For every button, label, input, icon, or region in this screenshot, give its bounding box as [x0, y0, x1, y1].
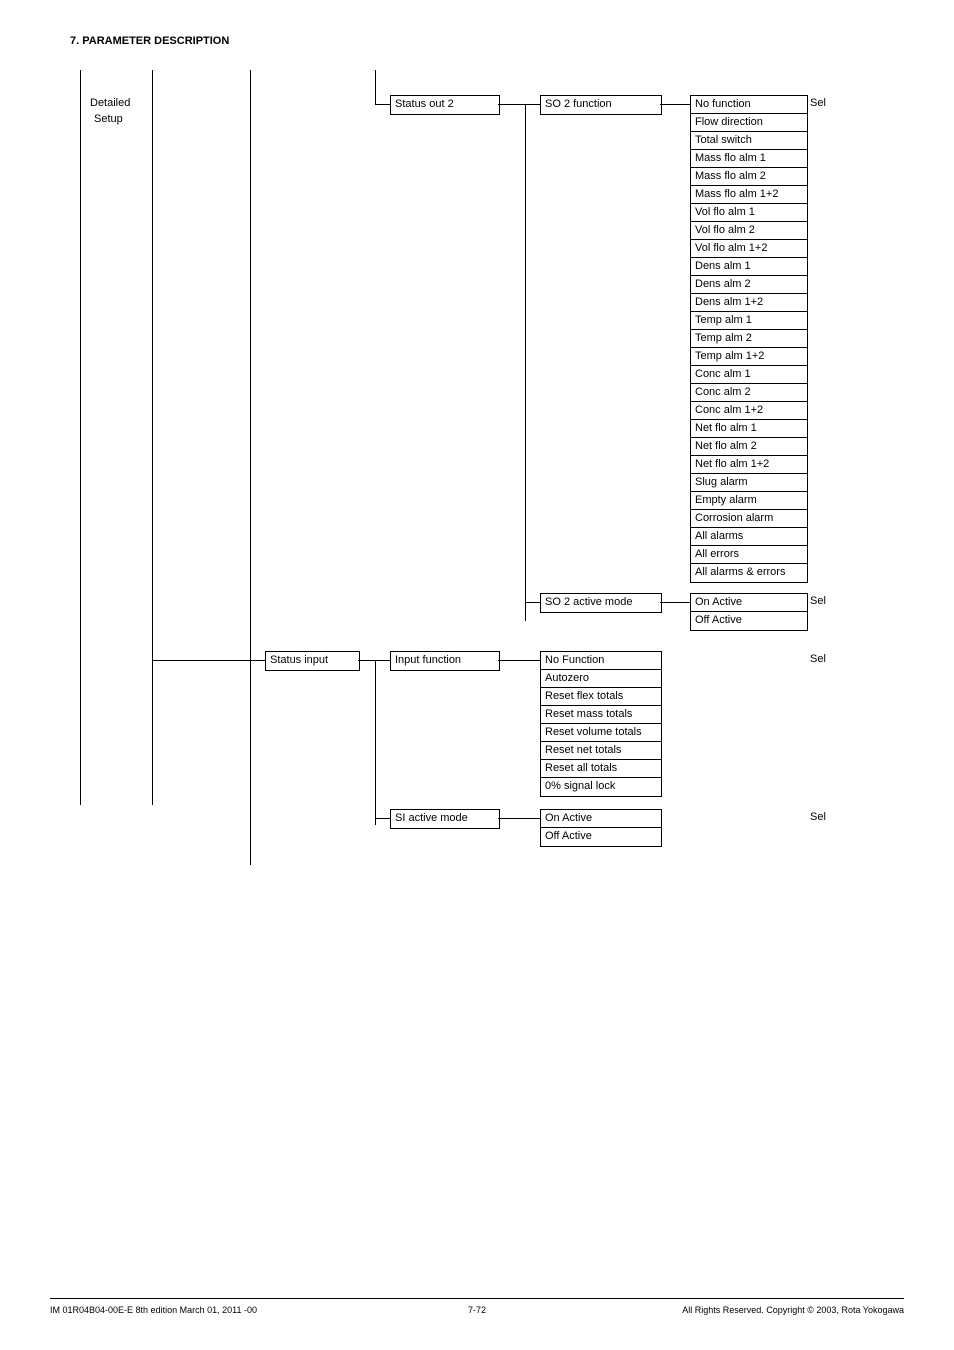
so2-func-opt-11: Dens alm 1+2 — [690, 293, 808, 313]
so2-func-opt-3: Mass flo alm 1 — [690, 149, 808, 169]
status-input: Status input — [265, 651, 360, 671]
page-footer: IM 01R04B04-00E-E 8th edition March 01, … — [50, 1298, 904, 1315]
so2-func-opt-9: Dens alm 1 — [690, 257, 808, 277]
so2-func-opt-19: Net flo alm 2 — [690, 437, 808, 457]
input-function: Input function — [390, 651, 500, 671]
so2-func-opt-12: Temp alm 1 — [690, 311, 808, 331]
input-func-opt-4: Reset volume totals — [540, 723, 662, 743]
so2-func-opt-13: Temp alm 2 — [690, 329, 808, 349]
input-func-opt-5: Reset net totals — [540, 741, 662, 761]
footer-left: IM 01R04B04-00E-E 8th edition March 01, … — [50, 1305, 257, 1315]
so2-func-opt-22: Empty alarm — [690, 491, 808, 511]
so2-active-opt-1: Off Active — [690, 611, 808, 631]
si-active-opt-1: Off Active — [540, 827, 662, 847]
so2-func-opt-15: Conc alm 1 — [690, 365, 808, 385]
so2-func-opt-18: Net flo alm 1 — [690, 419, 808, 439]
so2-function: SO 2 function — [540, 95, 662, 115]
so2-func-opt-7: Vol flo alm 2 — [690, 221, 808, 241]
so2-func-opt-6: Vol flo alm 1 — [690, 203, 808, 223]
si-active-sel: Sel — [810, 809, 826, 825]
so2-func-opt-20: Net flo alm 1+2 — [690, 455, 808, 475]
so2-func-opt-10: Dens alm 2 — [690, 275, 808, 295]
so2-func-opt-2: Total switch — [690, 131, 808, 151]
so2-func-opt-8: Vol flo alm 1+2 — [690, 239, 808, 259]
status-out-2: Status out 2 — [390, 95, 500, 115]
so2-func-opt-14: Temp alm 1+2 — [690, 347, 808, 367]
input-func-opt-3: Reset mass totals — [540, 705, 662, 725]
footer-center: 7-72 — [468, 1305, 486, 1315]
input-func-opt-0: No Function — [540, 651, 662, 671]
so2-func-opt-1: Flow direction — [690, 113, 808, 133]
footer-right: All Rights Reserved. Copyright © 2003, R… — [682, 1305, 904, 1315]
so2-active-opt-0: On Active — [690, 593, 808, 613]
input-func-sel: Sel — [810, 651, 826, 667]
so2-func-opt-17: Conc alm 1+2 — [690, 401, 808, 421]
so2-func-opt-26: All alarms & errors — [690, 563, 808, 583]
so2-active-sel: Sel — [810, 593, 826, 609]
input-func-opt-7: 0% signal lock — [540, 777, 662, 797]
root-line1: Detailed — [90, 95, 130, 111]
so2-func-opt-25: All errors — [690, 545, 808, 565]
so2-func-opt-16: Conc alm 2 — [690, 383, 808, 403]
si-active-mode: SI active mode — [390, 809, 500, 829]
section-title: 7. PARAMETER DESCRIPTION — [70, 35, 229, 47]
so2-func-opt-4: Mass flo alm 2 — [690, 167, 808, 187]
so2-func-opt-0: No function — [690, 95, 808, 115]
so2-func-sel: Sel — [810, 95, 826, 111]
input-func-opt-2: Reset flex totals — [540, 687, 662, 707]
so2-active-mode: SO 2 active mode — [540, 593, 662, 613]
si-active-opt-0: On Active — [540, 809, 662, 829]
input-func-opt-1: Autozero — [540, 669, 662, 689]
so2-func-opt-21: Slug alarm — [690, 473, 808, 493]
so2-func-opt-23: Corrosion alarm — [690, 509, 808, 529]
input-func-opt-6: Reset all totals — [540, 759, 662, 779]
root-line2: Setup — [94, 111, 123, 127]
so2-func-opt-5: Mass flo alm 1+2 — [690, 185, 808, 205]
so2-func-opt-24: All alarms — [690, 527, 808, 547]
